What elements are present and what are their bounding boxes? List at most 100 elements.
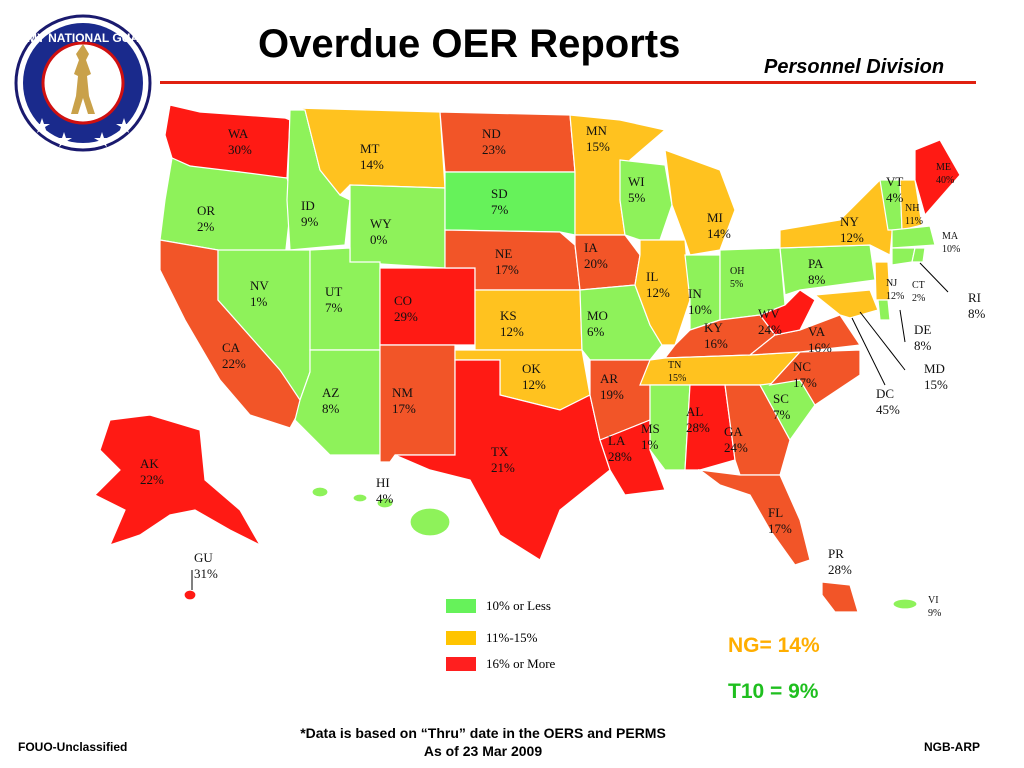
header-rule	[160, 81, 976, 84]
state-KS	[474, 289, 583, 351]
state-NH	[899, 179, 923, 231]
legend-label: 16% or More	[486, 656, 556, 671]
state-abbr: MN	[586, 123, 608, 138]
state-label-NJ: NJ 12%	[886, 278, 904, 302]
state-abbr: NJ	[886, 278, 897, 289]
state-abbr: OK	[522, 361, 541, 376]
state-pct: 30%	[228, 142, 252, 157]
state-label-VI: VI 9%	[928, 595, 941, 619]
legend-item: 10% or Less	[446, 598, 551, 614]
state-abbr: ND	[482, 126, 501, 141]
state-pct: 12%	[840, 230, 864, 245]
state-label-OH: OH 5%	[730, 266, 744, 290]
state-abbr: MD	[924, 361, 945, 376]
state-label-ME: ME 40%	[936, 162, 954, 186]
state-pct: 12%	[886, 291, 904, 302]
t10-summary: T10 = 9%	[728, 680, 819, 703]
state-AK	[93, 414, 262, 547]
state-label-WI: WI5%	[628, 174, 646, 205]
state-DE	[877, 299, 891, 321]
state-abbr: NH	[905, 203, 919, 214]
state-pct: 23%	[482, 142, 506, 157]
state-label-NH: NH 11%	[905, 203, 923, 227]
ng-summary: NG= 14%	[728, 634, 820, 657]
state-pct: 15%	[668, 373, 686, 384]
state-TX	[394, 359, 611, 561]
state-label-RI: RI8%	[968, 290, 986, 321]
state-abbr: UT	[325, 284, 342, 299]
state-pct: 28%	[828, 562, 852, 577]
state-GU	[183, 589, 197, 601]
state-pct: 14%	[360, 157, 384, 172]
state-abbr: VA	[808, 324, 826, 339]
state-pct: 28%	[686, 420, 710, 435]
state-pct: 8%	[914, 338, 932, 353]
state-abbr: NC	[793, 359, 811, 374]
state-abbr: NY	[840, 214, 859, 229]
state-abbr: WI	[628, 174, 645, 189]
state-abbr: LA	[608, 433, 626, 448]
army-national-guard-logo: ARMY NATIONAL GUARD	[14, 14, 152, 152]
state-label-WY: WY0%	[370, 216, 392, 247]
org-label: NGB-ARP	[924, 740, 980, 754]
state-AL	[684, 384, 736, 471]
state-SD	[444, 171, 576, 236]
state-abbr: VI	[928, 595, 939, 606]
state-pct: 11%	[905, 216, 923, 227]
data-note-line2: As of 23 Mar 2009	[423, 743, 543, 759]
state-label-UT: UT7%	[325, 284, 343, 315]
state-MD	[813, 289, 879, 319]
legend-label: 10% or Less	[486, 598, 551, 613]
state-abbr: WY	[370, 216, 392, 231]
state-abbr: SC	[773, 391, 789, 406]
state-pct: 17%	[495, 262, 519, 277]
state-pct: 4%	[886, 190, 904, 205]
state-abbr: WA	[228, 126, 249, 141]
state-abbr: WV	[758, 306, 780, 321]
state-abbr: HI	[376, 475, 390, 490]
state-MI	[664, 149, 736, 256]
state-abbr: AK	[140, 456, 159, 471]
state-pct: 10%	[688, 302, 712, 317]
state-label-TN: TN 15%	[668, 360, 686, 384]
state-abbr: DC	[876, 386, 894, 401]
state-pct: 0%	[370, 232, 388, 247]
state-pct: 5%	[628, 190, 646, 205]
state-pct: 17%	[793, 375, 817, 390]
state-label-HI: HI4%	[376, 475, 394, 506]
state-abbr: AL	[686, 404, 703, 419]
state-pct: 19%	[600, 387, 624, 402]
state-label-CT: CT 2%	[912, 280, 925, 304]
legend-swatch	[446, 599, 476, 613]
state-MA	[891, 225, 936, 249]
state-abbr: VT	[886, 174, 903, 189]
legend-swatch	[446, 631, 476, 645]
state-pct: 17%	[768, 521, 792, 536]
state-label-AZ: AZ8%	[322, 385, 340, 416]
state-pct: 15%	[924, 377, 948, 392]
state-abbr: DE	[914, 322, 931, 337]
state-pct: 20%	[584, 256, 608, 271]
state-abbr: MA	[942, 231, 959, 242]
state-pct: 2%	[912, 293, 925, 304]
state-pct: 7%	[491, 202, 509, 217]
state-pct: 14%	[707, 226, 731, 241]
state-pct: 24%	[758, 322, 782, 337]
state-abbr: FL	[768, 505, 783, 520]
state-pct: 12%	[522, 377, 546, 392]
state-WY	[349, 184, 446, 269]
state-abbr: CA	[222, 340, 241, 355]
state-pct: 12%	[646, 285, 670, 300]
state-abbr: OH	[730, 266, 744, 277]
state-UT	[309, 247, 381, 351]
svg-text:ARMY NATIONAL GUARD: ARMY NATIONAL GUARD	[14, 31, 152, 45]
